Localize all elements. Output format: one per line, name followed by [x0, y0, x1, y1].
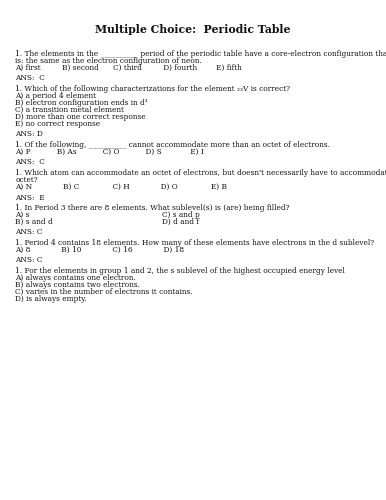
Text: C) s and p: C) s and p — [162, 211, 200, 219]
Text: D) d and f: D) d and f — [162, 218, 199, 226]
Text: A) P           B) As           C) O           D) S            E) I: A) P B) As C) O D) S E) I — [15, 148, 204, 156]
Text: A) always contains one electron.: A) always contains one electron. — [15, 274, 136, 282]
Text: A) 8             B) 10             C) 16             D) 18: A) 8 B) 10 C) 16 D) 18 — [15, 246, 185, 254]
Text: ANS: C: ANS: C — [15, 256, 43, 264]
Text: D) more than one correct response: D) more than one correct response — [15, 113, 146, 121]
Text: A) s: A) s — [15, 211, 30, 219]
Text: C) a transition metal element: C) a transition metal element — [15, 106, 124, 114]
Text: 1. The elements in the __________ period of the periodic table have a core-elect: 1. The elements in the __________ period… — [15, 50, 386, 58]
Text: A) a period 4 element: A) a period 4 element — [15, 92, 96, 100]
Text: is: the same as the electron configuration of neon.: is: the same as the electron configurati… — [15, 57, 202, 65]
Text: 1. In Period 3 there are 8 elements. What sublevel(s) is (are) being filled?: 1. In Period 3 there are 8 elements. Wha… — [15, 204, 290, 212]
Text: 1. Which of the following characterizations for the element ₂₃V is correct?: 1. Which of the following characterizati… — [15, 85, 290, 93]
Text: B) s and d: B) s and d — [15, 218, 53, 226]
Text: ANS:  C: ANS: C — [15, 158, 45, 166]
Text: D) is always empty.: D) is always empty. — [15, 295, 87, 303]
Text: 1. Of the following, __________ cannot accommodate more than an octet of electro: 1. Of the following, __________ cannot a… — [15, 141, 330, 149]
Text: 1. For the elements in group 1 and 2, the s sublevel of the highest occupied ene: 1. For the elements in group 1 and 2, th… — [15, 267, 345, 275]
Text: 1. Which atom can accommodate an octet of electrons, but doesn't necessarily hav: 1. Which atom can accommodate an octet o… — [15, 169, 386, 177]
Text: ANS:  E: ANS: E — [15, 194, 45, 202]
Text: ANS: D: ANS: D — [15, 130, 43, 138]
Text: B) always contains two electrons.: B) always contains two electrons. — [15, 281, 141, 289]
Text: Multiple Choice:  Periodic Table: Multiple Choice: Periodic Table — [95, 24, 291, 35]
Text: 1. Period 4 contains 18 elements. How many of these elements have electrons in t: 1. Period 4 contains 18 elements. How ma… — [15, 239, 374, 247]
Text: octet?: octet? — [15, 176, 38, 184]
Text: ANS:  C: ANS: C — [15, 74, 45, 82]
Text: A) N             B) C              C) H             D) O              E) B: A) N B) C C) H D) O E) B — [15, 183, 227, 191]
Text: B) electron configuration ends in d³: B) electron configuration ends in d³ — [15, 99, 148, 107]
Text: ANS: C: ANS: C — [15, 228, 43, 236]
Text: E) no correct response: E) no correct response — [15, 120, 101, 128]
Text: C) varies in the number of electrons it contains.: C) varies in the number of electrons it … — [15, 288, 193, 296]
Text: A) first         B) second      C) third         D) fourth        E) fifth: A) first B) second C) third D) fourth E)… — [15, 64, 242, 72]
